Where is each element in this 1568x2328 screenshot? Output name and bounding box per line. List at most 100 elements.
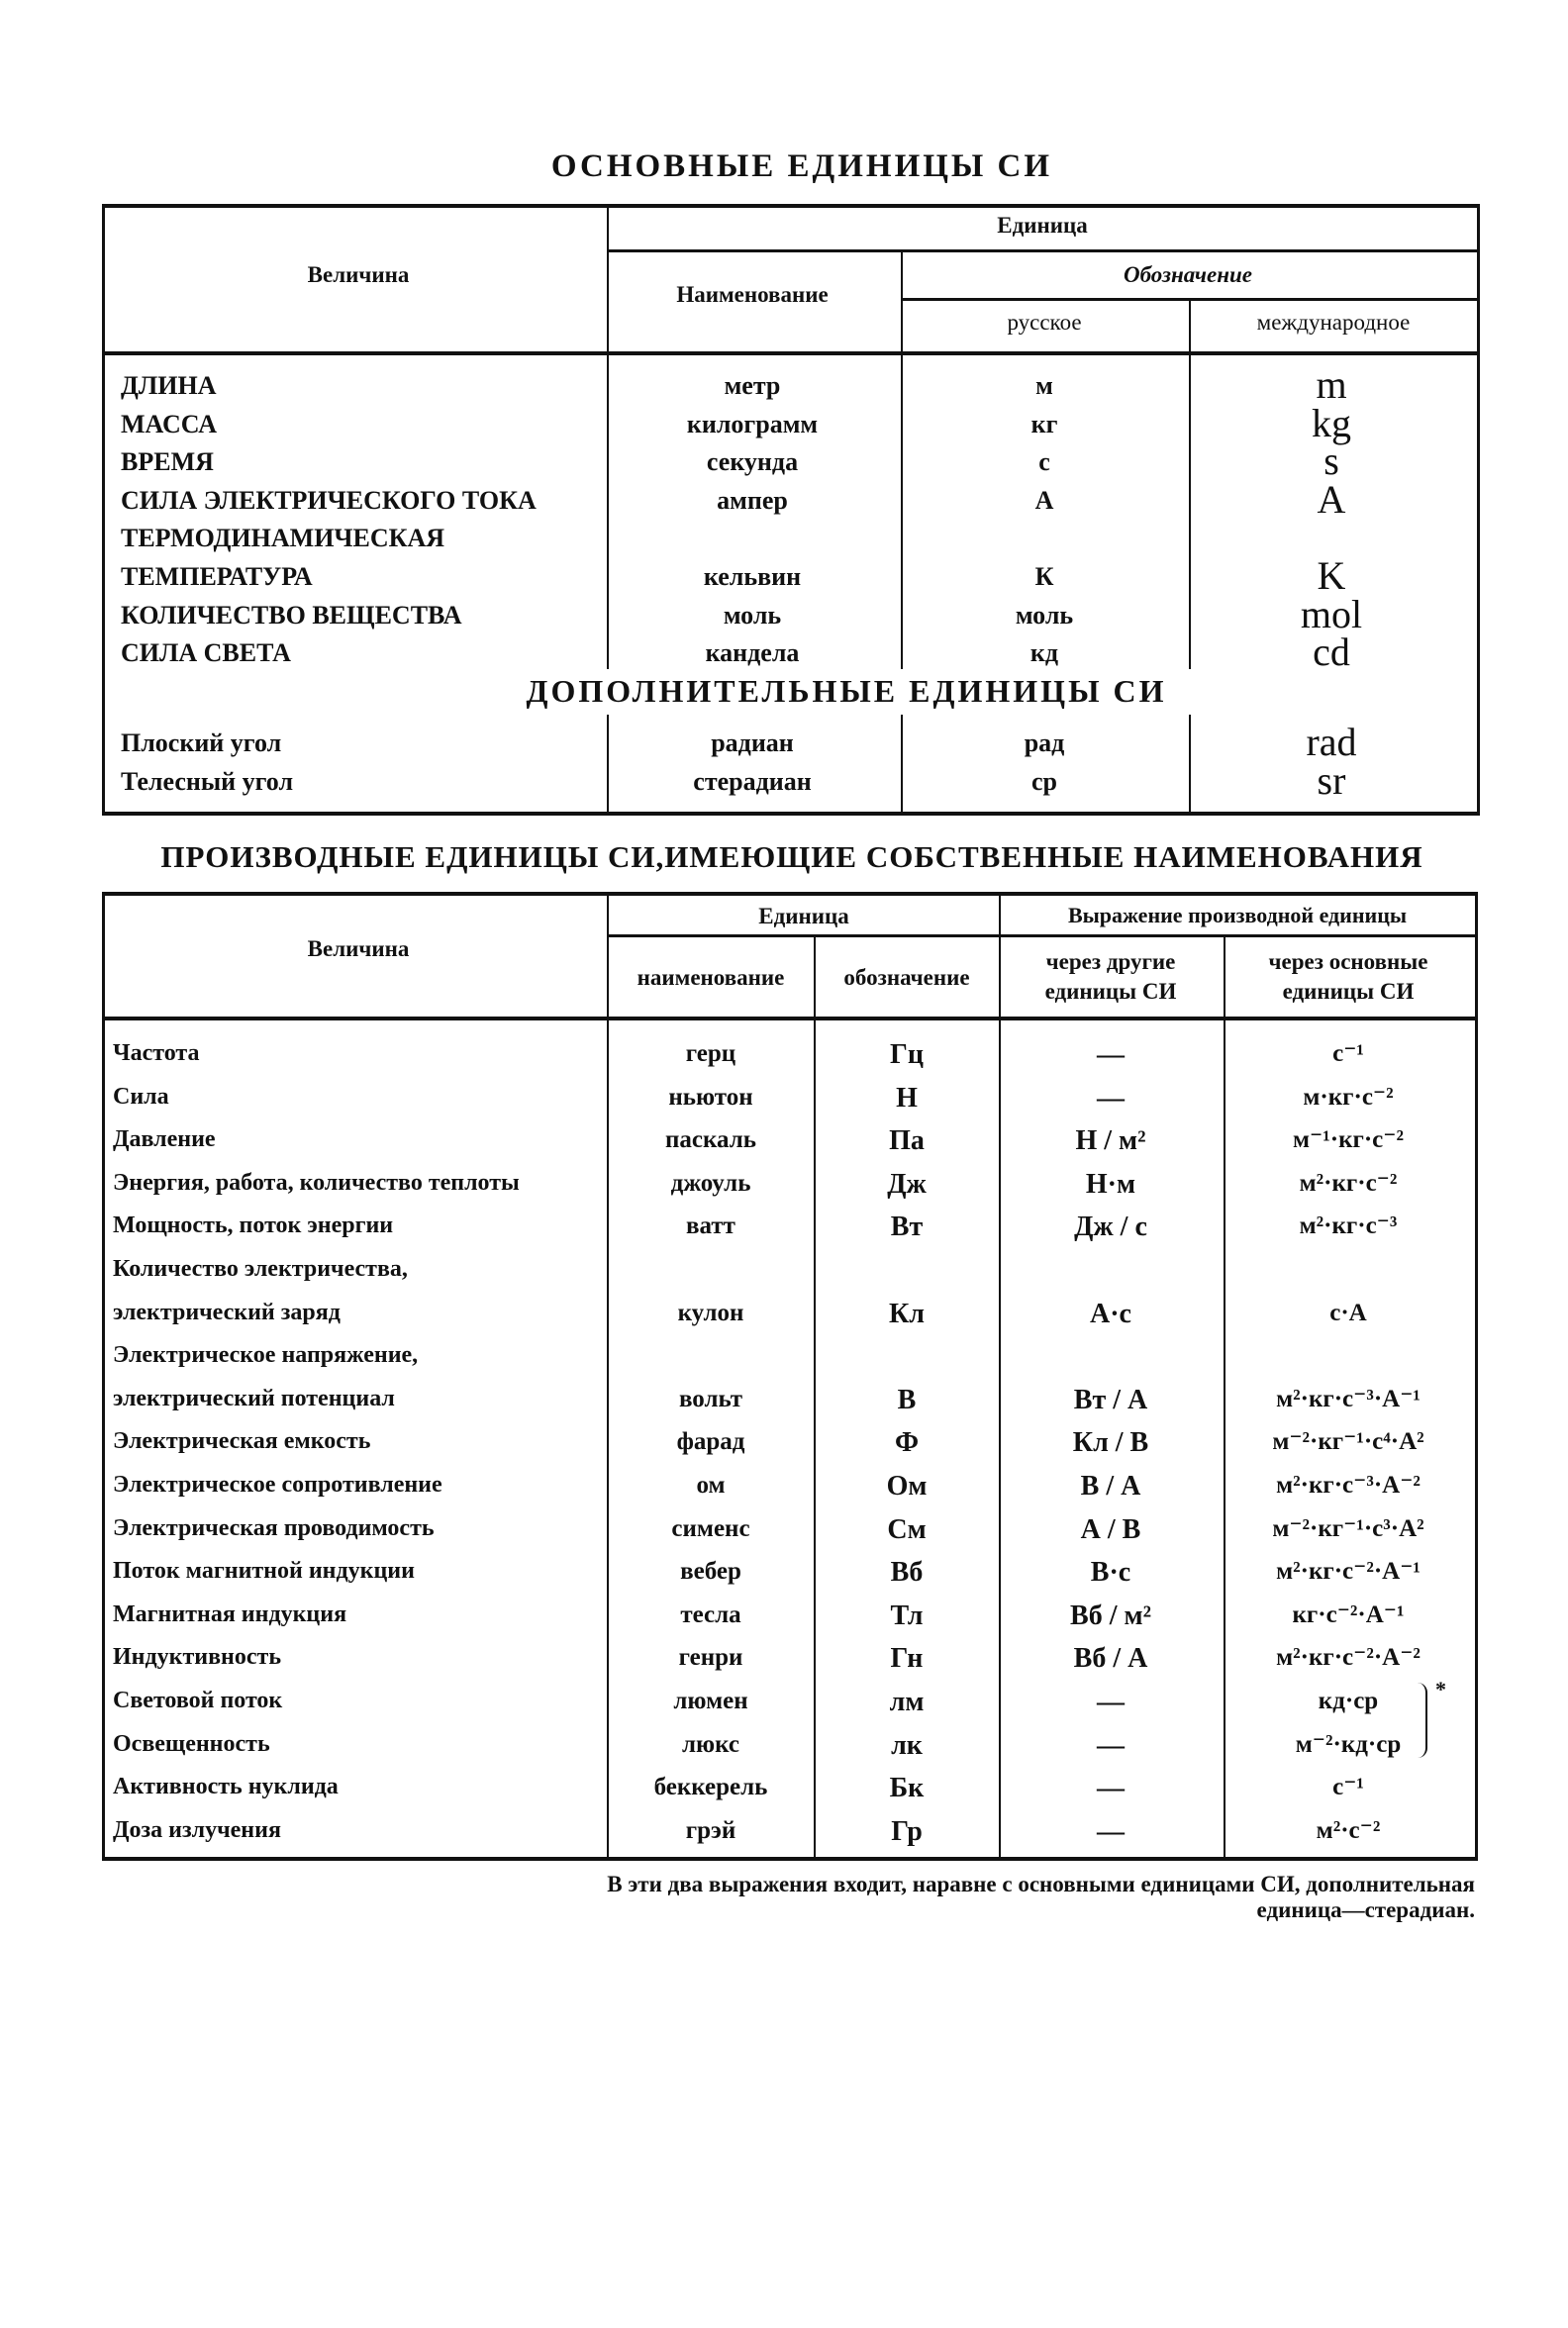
via-other-units-cell: А·с	[1090, 1298, 1131, 1329]
footnote-line-2: единица—стерадиан.	[1256, 1897, 1475, 1922]
unit-symbol-cell: Гц	[890, 1039, 924, 1070]
international-symbol-cell: K	[1317, 553, 1346, 598]
via-base-units-cell: м²·кг·с⁻³·А⁻²	[1276, 1472, 1421, 1499]
header-divider	[607, 934, 1478, 937]
header-unit: Единица	[758, 904, 849, 928]
via-base-units-cell: м⁻¹·кг·с⁻²	[1293, 1126, 1404, 1154]
header-via-other-2: единицы СИ	[1044, 979, 1177, 1004]
quantity-cell: Энергия, работа, количество теплоты	[113, 1169, 520, 1196]
quantity-cell: СИЛА СВЕТА	[121, 638, 291, 668]
via-base-units-cell: м⁻²·кг⁻¹·с⁴·А²	[1272, 1428, 1424, 1456]
column-divider	[1189, 715, 1191, 814]
russian-symbol-cell: м	[1035, 371, 1053, 400]
quantity-cell: Давление	[113, 1126, 216, 1153]
via-other-units-cell: —	[1097, 1729, 1125, 1761]
unit-symbol-cell: лк	[891, 1729, 923, 1761]
international-symbol-cell: kg	[1312, 400, 1351, 445]
quantity-cell: Освещенность	[113, 1730, 270, 1757]
quantity-cell: ВРЕМЯ	[121, 447, 214, 477]
unit-symbol-cell: Ом	[886, 1471, 928, 1502]
quantity-cell: ТЕМПЕРАТУРА	[121, 562, 313, 591]
unit-name-cell: кулон	[677, 1299, 744, 1326]
international-symbol-cell: A	[1317, 476, 1346, 522]
via-other-units-cell: —	[1097, 1039, 1125, 1070]
russian-symbol-cell: А	[1034, 485, 1054, 515]
unit-name-cell: ньютон	[668, 1083, 753, 1111]
unit-name-cell: генри	[678, 1644, 743, 1672]
table-border	[102, 812, 1480, 816]
russian-symbol-cell: кд	[1029, 638, 1059, 668]
header-unit: Единица	[997, 213, 1088, 238]
table-border	[102, 204, 1480, 208]
footnote-line-1: В эти два выражения входит, наравне с ос…	[607, 1872, 1475, 1896]
quantity-cell: Доза излучения	[113, 1816, 281, 1843]
header-via-base-1: через основные	[1268, 949, 1428, 974]
table-border	[1475, 892, 1478, 1861]
header-quantity: Величина	[307, 936, 410, 961]
unit-symbol-cell: См	[887, 1513, 927, 1545]
header-symbol: обозначение	[843, 965, 970, 990]
via-base-units-cell: м²·кг·с⁻³	[1299, 1212, 1398, 1240]
unit-name-cell: ом	[696, 1472, 726, 1499]
via-other-units-cell: Вт / А	[1073, 1384, 1148, 1415]
table-border	[102, 892, 1478, 896]
via-other-units-cell: В·с	[1090, 1557, 1131, 1589]
russian-symbol-cell: ср	[1031, 767, 1057, 796]
unit-symbol-cell: Гр	[891, 1815, 923, 1847]
russian-symbol-cell: кг	[1030, 409, 1058, 438]
unit-name-cell: стерадиан	[693, 767, 812, 796]
brace	[1416, 1683, 1427, 1758]
via-base-units-cell: м²·кг·с⁻²·А⁻¹	[1276, 1558, 1421, 1586]
header-expression: Выражение производной единицы	[1067, 903, 1408, 927]
quantity-cell: КОЛИЧЕСТВО ВЕЩЕСТВА	[121, 600, 462, 630]
via-base-units-cell: с⁻¹	[1332, 1040, 1364, 1067]
international-symbol-cell: cd	[1313, 630, 1350, 675]
column-divider	[607, 892, 609, 1859]
unit-name-cell: килограмм	[686, 409, 819, 438]
unit-symbol-cell: Кл	[888, 1298, 926, 1329]
quantity-cell: Электрическое напряжение,	[113, 1342, 419, 1369]
via-base-units-cell: м²·с⁻²	[1316, 1816, 1381, 1844]
quantity-cell: электрический потенциал	[113, 1385, 395, 1411]
unit-name-cell: сименс	[671, 1514, 750, 1542]
via-base-units-cell: м⁻²·кд·ср	[1295, 1730, 1402, 1758]
column-divider	[607, 204, 609, 669]
unit-symbol-cell: Ф	[894, 1427, 920, 1459]
unit-name-cell: люкс	[681, 1730, 740, 1758]
unit-symbol-cell: В	[897, 1384, 917, 1415]
via-other-units-cell: —	[1097, 1773, 1125, 1804]
column-divider	[901, 715, 903, 814]
unit-name-cell: метр	[724, 371, 781, 400]
via-other-units-cell: —	[1097, 1082, 1125, 1114]
via-base-units-cell: м²·кг·с⁻²	[1299, 1169, 1398, 1197]
unit-name-cell: герц	[685, 1040, 736, 1067]
unit-name-cell: вольт	[678, 1385, 743, 1412]
via-base-units-cell: м²·кг·с⁻²·А⁻²	[1276, 1644, 1421, 1672]
unit-name-cell: кандела	[705, 638, 800, 668]
header-international: международное	[1256, 310, 1411, 335]
header-name: наименование	[637, 965, 785, 990]
quantity-cell: Индуктивность	[113, 1644, 282, 1671]
russian-symbol-cell: К	[1034, 562, 1054, 591]
unit-name-cell: вебер	[680, 1558, 741, 1586]
header-divider	[102, 351, 1480, 355]
via-other-units-cell: —	[1097, 1815, 1125, 1847]
header-quantity: Величина	[307, 262, 410, 287]
via-other-units-cell: Н·м	[1085, 1168, 1136, 1200]
header-russian: русское	[1007, 310, 1082, 335]
table-border	[102, 892, 105, 1861]
international-symbol-cell: rad	[1306, 720, 1357, 764]
unit-symbol-cell: Гн	[890, 1643, 924, 1675]
column-divider	[814, 934, 816, 1859]
international-symbol-cell: s	[1323, 438, 1339, 484]
quantity-cell: Электрическая проводимость	[113, 1514, 435, 1541]
via-base-units-cell: с⁻¹	[1332, 1774, 1364, 1801]
column-divider	[607, 715, 609, 814]
unit-symbol-cell: Вт	[890, 1212, 924, 1243]
quantity-cell: Магнитная индукция	[113, 1600, 347, 1627]
supplementary-title: ДОПОЛНИТЕЛЬНЫЕ ЕДИНИЦЫ СИ	[526, 673, 1167, 709]
via-other-units-cell: В / А	[1080, 1471, 1141, 1502]
via-base-units-cell: м·кг·с⁻²	[1303, 1083, 1394, 1111]
via-base-units-cell: кг·с⁻²·А⁻¹	[1292, 1600, 1405, 1628]
header-name: Наименование	[676, 282, 829, 307]
